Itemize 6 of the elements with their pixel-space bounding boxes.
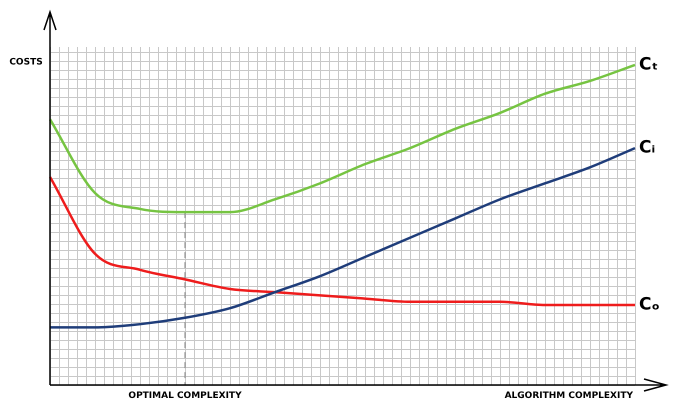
series-label: Cᵢ xyxy=(639,138,656,158)
series-label: Cₒ xyxy=(639,294,660,314)
text: OPTIMAL COMPLEXITY xyxy=(128,390,242,401)
series-label: Cₜ xyxy=(639,54,658,74)
y-axis-title: COSTS xyxy=(9,57,43,68)
x-axis-title: ALGORITHM COMPLEXITY xyxy=(504,390,634,401)
